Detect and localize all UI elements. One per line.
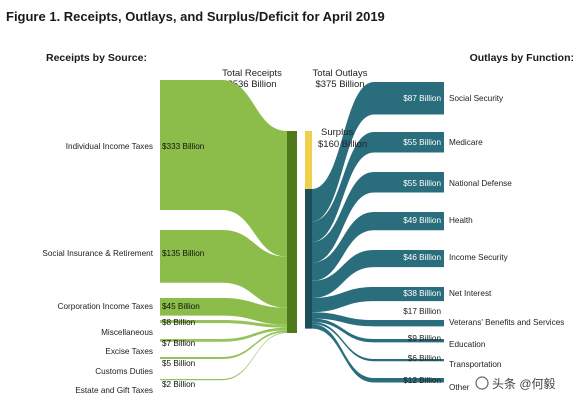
- receipt-flow-individual-income-taxes: [160, 80, 287, 257]
- receipt-flows: [160, 80, 287, 381]
- outlay-flow-veterans-benefits-and-services: [312, 312, 444, 327]
- outlay-name-social-security: Social Security: [449, 94, 504, 103]
- outlay-value-income-security: $46 Billion: [403, 253, 441, 262]
- outlay-name-veterans-benefits-and-services: Veterans' Benefits and Services: [449, 318, 564, 327]
- outlay-flow-other: [312, 324, 444, 383]
- total-outlays-bar: [305, 189, 312, 329]
- receipt-flow-social-insurance-retirement: [160, 230, 287, 308]
- outlay-name-education: Education: [449, 340, 486, 349]
- receipts-heading: Receipts by Source:: [46, 52, 147, 64]
- receipt-name-miscellaneous: Miscellaneous: [101, 328, 153, 337]
- receipt-flow-customs-duties: [160, 330, 287, 359]
- receipt-flow-excise-taxes: [160, 327, 287, 342]
- figure-title: Figure 1. Receipts, Outlays, and Surplus…: [6, 9, 385, 24]
- receipt-labels: Individual Income Taxes $333 Billion Socia…: [42, 142, 204, 395]
- outlay-value-medicare: $55 Billion: [403, 138, 441, 147]
- outlay-name-national-defense: National Defense: [449, 179, 512, 188]
- receipt-name-excise-taxes: Excise Taxes: [105, 347, 153, 356]
- outlay-value-net-interest: $38 Billion: [403, 289, 441, 298]
- outlay-flow-transportation: [312, 321, 444, 362]
- outlay-name-transportation: Transportation: [449, 360, 502, 369]
- outlay-value-health: $49 Billion: [403, 216, 441, 225]
- watermark: 头条 @何毅: [470, 370, 574, 396]
- receipt-value-miscellaneous: $8 Billion: [162, 318, 196, 327]
- total-receipts-label: Total Receipts: [222, 68, 282, 79]
- receipt-flow-corporation-income-taxes: [160, 298, 287, 325]
- watermark-logo-icon: [475, 376, 489, 390]
- outlay-flow-national-defense: [312, 172, 444, 263]
- outlay-flow-medicare: [312, 132, 444, 243]
- total-receipts-bar: [287, 131, 297, 333]
- receipt-name-corporation-income-taxes: Corporation Income Taxes: [58, 302, 153, 311]
- outlay-value-other: $12 Billion: [403, 376, 441, 385]
- outlay-name-other: Other: [449, 383, 470, 392]
- outlay-name-health: Health: [449, 216, 473, 225]
- receipt-name-social-insurance-retirement: Social Insurance & Retirement: [42, 249, 153, 258]
- outlay-name-medicare: Medicare: [449, 138, 483, 147]
- center-bars: [287, 131, 312, 333]
- surplus-value: $160 Billion: [318, 139, 367, 150]
- total-outlays-label: Total Outlays: [313, 68, 368, 79]
- outlay-flow-income-security: [312, 250, 444, 299]
- receipt-value-social-insurance-retirement: $135 Billion: [162, 249, 205, 258]
- outlay-flow-social-security: [312, 82, 444, 222]
- outlay-flow-net-interest: [312, 287, 444, 313]
- receipt-name-customs-duties: Customs Duties: [95, 367, 153, 376]
- receipt-value-corporation-income-taxes: $45 Billion: [162, 302, 200, 311]
- receipt-name-estate-and-gift-taxes: Estate and Gift Taxes: [75, 386, 153, 395]
- total-receipts-value: $536 Billion: [227, 79, 276, 90]
- receipt-value-individual-income-taxes: $333 Billion: [162, 142, 205, 151]
- receipt-name-individual-income-taxes: Individual Income Taxes: [66, 142, 153, 151]
- surplus-label: Surplus: [321, 127, 353, 138]
- outlay-name-net-interest: Net Interest: [449, 289, 492, 298]
- outlay-value-education: $9 Billion: [408, 334, 442, 343]
- watermark-text: 头条 @何毅: [492, 376, 556, 391]
- outlay-flow-education: [312, 318, 444, 343]
- outlay-value-veterans-benefits-and-services: $17 Billion: [403, 307, 441, 316]
- outlays-heading: Outlays by Function:: [470, 52, 574, 64]
- surplus-bar: [305, 131, 312, 189]
- outlay-flows: [312, 82, 444, 383]
- receipt-value-customs-duties: $5 Billion: [162, 359, 196, 368]
- outlay-labels: $87 Billion Social Security $55 Billion Med…: [403, 94, 564, 392]
- total-outlays-value: $375 Billion: [315, 79, 364, 90]
- outlay-value-social-security: $87 Billion: [403, 94, 441, 103]
- outlay-name-income-security: Income Security: [449, 253, 509, 262]
- receipt-value-excise-taxes: $7 Billion: [162, 339, 196, 348]
- outlay-value-national-defense: $55 Billion: [403, 179, 441, 188]
- outlay-value-transportation: $6 Billion: [408, 354, 442, 363]
- receipt-flow-miscellaneous: [160, 320, 287, 328]
- outlay-flow-health: [312, 212, 444, 281]
- receipt-value-estate-and-gift-taxes: $2 Billion: [162, 380, 196, 389]
